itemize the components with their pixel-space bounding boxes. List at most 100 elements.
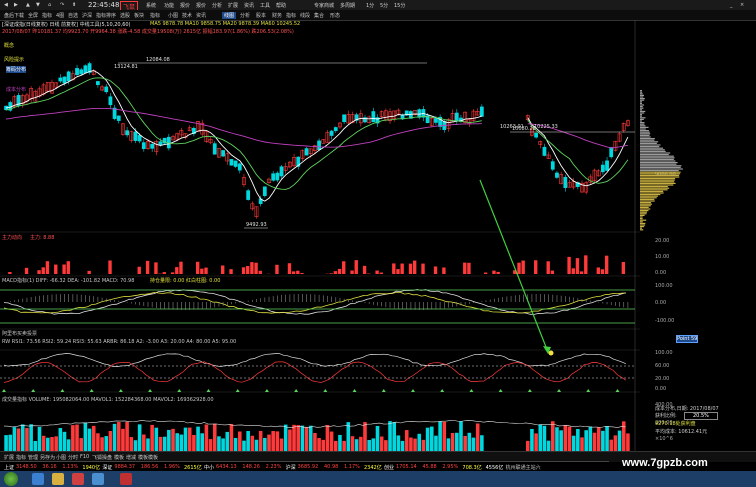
- main-power-bar: [433, 266, 438, 274]
- bottom-tab-small-chart[interactable]: 小图: [56, 455, 67, 461]
- buy-signal-marker: [294, 389, 299, 392]
- main-power-bar: [375, 270, 379, 274]
- forward-arrow-icon[interactable]: ↷: [60, 2, 65, 8]
- menu-item-expert-mall[interactable]: 专家商城: [314, 3, 335, 9]
- ie-icon[interactable]: [32, 473, 44, 485]
- tab-indicator-2[interactable]: 指标: [150, 13, 161, 19]
- chip-bar: [640, 126, 649, 128]
- tab-share-capital[interactable]: 股本: [256, 13, 267, 19]
- menu-item-15min[interactable]: 15分: [394, 3, 406, 9]
- ma5-line: [6, 70, 629, 202]
- candle-body: [300, 150, 305, 159]
- tab-technical[interactable]: 技术: [182, 13, 193, 19]
- volume-bar: [296, 425, 301, 451]
- chip-bar: [640, 104, 645, 106]
- chip-dist-label[interactable]: 筹码分布: [6, 66, 27, 73]
- tab-shsz[interactable]: 沪深: [82, 13, 93, 19]
- tab-sector[interactable]: 板块: [134, 13, 145, 19]
- bottom-tab-intraday[interactable]: 分时: [68, 455, 79, 461]
- menu-item-1min[interactable]: 1分: [366, 3, 375, 9]
- menu-item-system[interactable]: 系统: [146, 3, 157, 9]
- tab-indicator[interactable]: 指标: [42, 13, 53, 19]
- volume-bar: [33, 440, 38, 451]
- app-icon[interactable]: [72, 473, 84, 485]
- macd-axis: 0.00: [655, 300, 667, 306]
- candle-body: [141, 142, 146, 150]
- tab-indicator-3[interactable]: 指标: [286, 13, 297, 19]
- volume-bar: [425, 427, 430, 451]
- close-icon[interactable]: ×: [740, 2, 745, 8]
- bottom-tab-template-2[interactable]: 模板模板: [138, 455, 159, 461]
- tab-fullscreen[interactable]: 全屏: [28, 13, 39, 19]
- menu-item-news[interactable]: 资讯: [244, 3, 255, 9]
- rsi-axis: 0.00: [655, 386, 667, 392]
- tab-news[interactable]: 资讯: [196, 13, 207, 19]
- buy-signal-marker: [2, 389, 6, 392]
- menu-item-multi-period[interactable]: 多周期: [340, 3, 356, 9]
- up-icon[interactable]: ▲: [26, 2, 30, 8]
- point-badge[interactable]: Point 59: [676, 335, 699, 343]
- volume-bar: [279, 438, 284, 451]
- buy-signal-marker: [586, 389, 591, 392]
- up-arrow-icon[interactable]: ⬆: [72, 2, 77, 8]
- status-item: 1.96%: [164, 464, 180, 470]
- tab-collection[interactable]: 集合: [314, 13, 325, 19]
- candle-body: [609, 147, 614, 158]
- folder-icon[interactable]: [52, 473, 64, 485]
- chip-bar: [640, 178, 676, 180]
- menu-item-tools[interactable]: 工具: [260, 3, 271, 9]
- status-item: 深证: [102, 465, 113, 471]
- watermark: www.7gpzb.com: [622, 457, 708, 469]
- status-item: 2342亿: [364, 465, 382, 471]
- volume-bar: [321, 439, 326, 451]
- tab-pattern[interactable]: 形态: [330, 13, 341, 19]
- tab-stock-select[interactable]: 选股: [120, 13, 131, 19]
- main-power-bar: [258, 270, 262, 274]
- minimize-icon[interactable]: _: [730, 2, 733, 8]
- tab-watchlist[interactable]: 自选: [68, 13, 79, 19]
- start-button[interactable]: [4, 472, 18, 486]
- tab-analysis[interactable]: 分析: [240, 13, 251, 19]
- status-item: 1.17%: [344, 464, 360, 470]
- tab-download[interactable]: 盘后下载: [4, 13, 25, 19]
- chip-bar: [640, 141, 659, 143]
- tab-finance[interactable]: 财务: [272, 13, 283, 19]
- tab-line-chart[interactable]: 线图: [222, 12, 237, 19]
- risk-label[interactable]: 风险提示: [4, 57, 25, 63]
- back-icon[interactable]: ◀: [4, 2, 8, 8]
- browser-icon[interactable]: [92, 473, 104, 485]
- down-icon[interactable]: ▼: [36, 2, 40, 8]
- tab-indicator-sort[interactable]: 指标排序: [96, 13, 117, 19]
- cost-dist-label[interactable]: 成本分布: [6, 87, 27, 93]
- bottom-tab-template[interactable]: 模板: [114, 455, 125, 461]
- stock-chart-area[interactable]: [0, 20, 640, 451]
- menu-item-help[interactable]: 帮助: [276, 3, 287, 9]
- bottom-tab-extend[interactable]: 扩展: [4, 455, 15, 461]
- bottom-tab-f10[interactable]: F10: [80, 454, 90, 460]
- menu-item-5min[interactable]: 5分: [380, 3, 389, 9]
- menu-item-function[interactable]: 功能: [164, 3, 175, 9]
- bottom-tab-indicator[interactable]: 指标: [16, 455, 27, 461]
- home-icon[interactable]: ⌂: [48, 2, 52, 8]
- tab-4charts[interactable]: 4图: [56, 13, 65, 19]
- menu-item-quote[interactable]: 报价: [180, 3, 191, 9]
- bottom-tab-manage[interactable]: 管理: [28, 455, 39, 461]
- bottom-tab-save-as[interactable]: 另存为: [40, 455, 56, 461]
- menu-item-extension[interactable]: 扩展: [228, 3, 239, 9]
- concept-label[interactable]: 概念: [4, 43, 15, 49]
- chip-bar: [640, 115, 642, 117]
- stock-app-icon[interactable]: [120, 473, 132, 485]
- tab-segment[interactable]: 线段: [300, 13, 311, 19]
- chip-bar: [640, 122, 645, 124]
- bottom-tab-increase[interactable]: 增减: [126, 455, 137, 461]
- menu-item-quote-2[interactable]: 报价: [196, 3, 207, 9]
- menu-item-analysis[interactable]: 分析: [212, 3, 223, 9]
- price-annotation: 12084.08: [146, 57, 170, 63]
- volume-bar: [434, 435, 438, 451]
- tab-small-chart[interactable]: 小图: [168, 13, 179, 19]
- chip-bar: [640, 120, 642, 122]
- candle-body: [580, 182, 584, 193]
- bottom-tab-feihu[interactable]: 飞狐操盘: [92, 455, 113, 461]
- forward-icon[interactable]: ▶: [14, 2, 18, 8]
- ma-legend: MA5 9878.78 MA10 9858.75 MA20 9878.39 MA…: [150, 21, 301, 27]
